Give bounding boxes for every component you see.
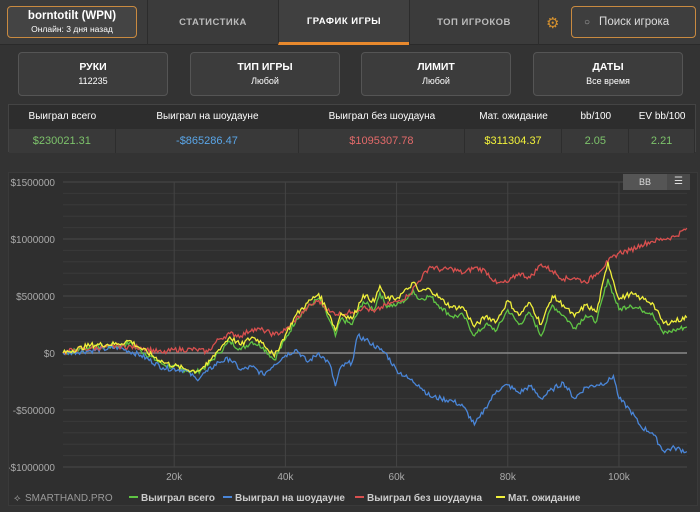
tab-top-players[interactable]: ТОП ИГРОКОВ: [409, 0, 539, 45]
x-tick-label: 60k: [389, 472, 406, 483]
hamburger-icon[interactable]: ☰: [667, 174, 690, 190]
profit-chart: 20k 40k 60k 80k 100k $1500000 $1000000 $500000 $…: [7, 172, 698, 506]
tab-statistics[interactable]: СТАТИСТИКА: [147, 0, 278, 45]
x-tick-label: 100k: [608, 472, 631, 483]
stats-value: 2.05: [562, 129, 630, 153]
stats-value: $1095307.78: [299, 129, 465, 153]
y-tick-label: $1500000: [11, 178, 56, 189]
legend-item: Мат. ожидание: [508, 493, 581, 504]
filter-value: Любой: [422, 76, 450, 86]
stats-value: $230021.31: [9, 129, 116, 153]
filter-label: РУКИ: [79, 61, 107, 73]
filter-dates[interactable]: ДАТЫ Все время: [533, 52, 683, 96]
gear-icon[interactable]: ⚙: [546, 15, 560, 32]
filter-hands[interactable]: РУКИ 112235: [18, 52, 168, 96]
y-tick-label: $1000000: [11, 235, 56, 246]
stats-header: Мат. ожидание: [479, 111, 548, 122]
series-line: [62, 227, 688, 356]
stats-table: Выиграл всего Выиграл на шоудауне Выиграл …: [8, 104, 696, 153]
filter-label: ДАТЫ: [592, 61, 624, 73]
series-line: [62, 332, 688, 454]
filter-value: Любой: [251, 76, 279, 86]
player-status: Онлайн: 3 дня назад: [31, 24, 113, 34]
stats-value: $311304.37: [465, 129, 563, 153]
search-placeholder: Поиск игрока: [599, 16, 670, 28]
bb-toggle-button[interactable]: BB: [623, 174, 667, 190]
brand-label: SMARTHAND.PRO: [25, 493, 113, 504]
stats-value: -$865286.47: [116, 129, 300, 153]
player-card[interactable]: borntotilt (WPN) Онлайн: 3 дня назад: [7, 6, 137, 38]
stats-header: Выиграл без шоудауна: [328, 111, 436, 122]
filter-label: ЛИМИТ: [417, 61, 455, 73]
y-tick-label: -$1000000: [9, 463, 55, 474]
stats-header: bb/100: [580, 111, 612, 122]
series-line: [62, 261, 688, 374]
stats-value-row: $230021.31 -$865286.47 $1095307.78 $311304.…: [9, 129, 696, 153]
y-tick-label: $500000: [16, 292, 55, 303]
legend-item: Выиграл без шоудауна: [367, 492, 482, 504]
tab-game-chart[interactable]: ГРАФИК ИГРЫ: [278, 0, 409, 45]
x-tick-label: 40k: [277, 472, 294, 483]
filter-value: 112235: [78, 76, 108, 86]
stats-header: Выиграл всего: [28, 111, 97, 122]
filter-label: ТИП ИГРЫ: [237, 61, 293, 73]
filter-value: Все время: [586, 76, 630, 86]
filter-game-type[interactable]: ТИП ИГРЫ Любой: [190, 52, 340, 96]
top-nav: borntotilt (WPN) Онлайн: 3 дня назад СТА…: [0, 0, 700, 45]
legend-item: Выиграл на шоудауне: [235, 493, 345, 504]
search-input[interactable]: ○ Поиск игрока: [571, 6, 696, 38]
chart-svg: 20k 40k 60k 80k 100k $1500000 $1000000 $500000 $…: [7, 178, 688, 504]
y-tick-label: $0: [44, 349, 56, 360]
x-tick-label: 20k: [166, 472, 183, 483]
stats-header: Выиграл на шоудауне: [156, 111, 259, 122]
search-icon: ○: [584, 16, 591, 28]
stats-value: 2.21: [629, 129, 696, 153]
smarthand-logo-icon: ⟡: [14, 493, 21, 504]
player-name: borntotilt (WPN): [27, 10, 117, 22]
stats-header: EV bb/100: [638, 111, 686, 122]
stats-header-row: Выиграл всего Выиграл на шоудауне Выиграл …: [9, 105, 695, 129]
x-tick-label: 80k: [500, 472, 517, 483]
legend-item: Выиграл всего: [141, 493, 215, 504]
filter-limit[interactable]: ЛИМИТ Любой: [361, 52, 511, 96]
y-tick-label: -$500000: [13, 406, 56, 417]
